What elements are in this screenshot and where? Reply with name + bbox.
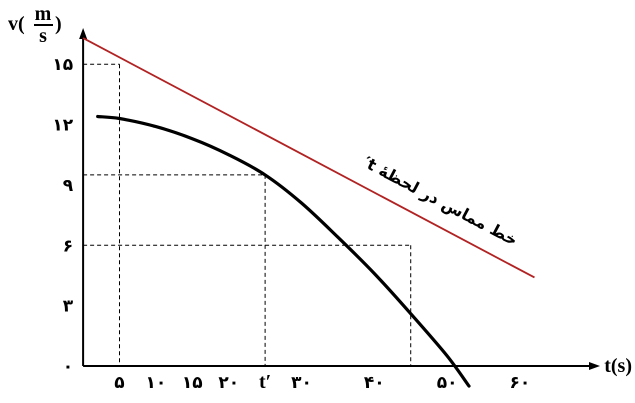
axes [79, 28, 600, 370]
x-tick-label: ۱۵ [182, 373, 203, 393]
tangent-line-annotation: خط مماس در لحظهٔ t′ [360, 153, 521, 250]
guide-lines [83, 63, 412, 366]
x-tick-label: ۵۰ [437, 373, 458, 393]
velocity-curve [96, 114, 471, 388]
label-layer: t(s) v( ms) خط مماس در لحظهٔ t′ [8, 3, 632, 377]
tangent-line [82, 37, 535, 279]
x-tick-label: ۲۰ [218, 373, 239, 393]
y-tick-label: ۹ [63, 176, 74, 196]
y-axis-arrow [79, 28, 88, 39]
x-tick-label: ۱۰ [146, 373, 167, 393]
y-tick-label: ۶ [63, 236, 73, 256]
y-axis-title-prefix: v( [8, 13, 25, 35]
y-axis-title-suffix: ) [55, 13, 62, 35]
y-tick-label: ۱۲ [52, 116, 73, 136]
series-layer [82, 37, 535, 388]
x-tick-label: ۳۰ [291, 373, 312, 393]
x-tick-label: ۵ [114, 373, 124, 393]
y-axis-title-numerator: m [35, 3, 52, 25]
x-tick-label: ۴۰ [364, 373, 385, 393]
y-axis-title-denominator: s [39, 25, 47, 47]
t-prime-tick-label: t′ [259, 371, 271, 393]
x-axis-arrow [589, 362, 600, 370]
x-axis-title: t(s) [604, 355, 632, 377]
y-tick-label: ۳ [63, 297, 74, 317]
tick-layer: ۵ ۱۰ ۱۵ ۲۰ ۳۰ ۴۰ ۵۰ ۶۰ t′ ۰ ۳ ۶ ۹ ۱۲ ۱۵ [52, 55, 530, 393]
x-tick-label: ۶۰ [510, 373, 531, 393]
y-tick-label: ۰ [63, 357, 73, 377]
y-tick-label: ۱۵ [52, 55, 73, 75]
